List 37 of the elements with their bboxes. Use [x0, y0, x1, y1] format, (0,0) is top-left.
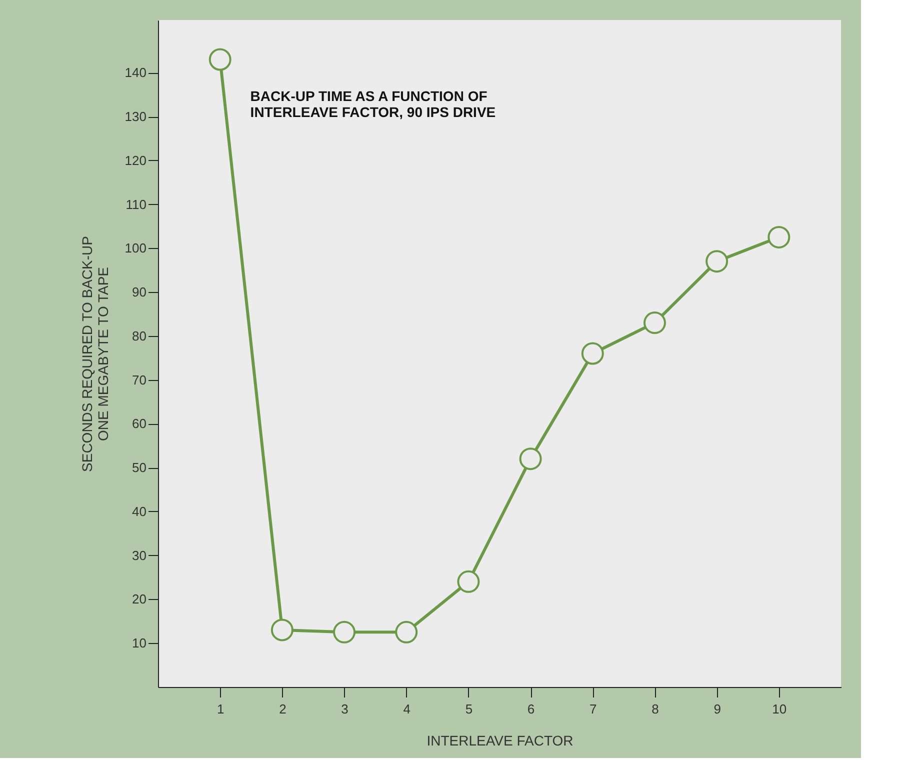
- y-tick-label: 130: [124, 109, 146, 124]
- y-tick-label: 40: [132, 504, 146, 519]
- y-tick-label: 10: [132, 636, 146, 651]
- x-tick-label: 5: [465, 702, 473, 716]
- x-tick-label: 6: [527, 702, 535, 716]
- point: [768, 226, 790, 248]
- y-tick-label: 120: [124, 152, 146, 168]
- x-tick-label: 4: [403, 702, 410, 716]
- y-tick-label: 140: [124, 65, 146, 80]
- point: [270, 618, 294, 642]
- y-tick-label: 60: [132, 416, 146, 432]
- y-tick-label: 110: [126, 196, 146, 212]
- x-tick-label: 7: [590, 702, 597, 716]
- y-tick-label: 20: [132, 592, 146, 607]
- x-tick-label: 8: [652, 702, 659, 716]
- point: [519, 448, 542, 470]
- y-axis-title: SECONDS REQUIRED TO BACK-UP ONE MEGABYTE TO TAPE: [78, 236, 111, 472]
- text: BACK-UP TIME AS A FUNCTION OF INTERLEAVE FACTOR, 90 IPS DRIVE: [250, 88, 496, 120]
- point: [706, 250, 728, 273]
- x-tick-label: 10: [772, 702, 787, 716]
- x-tick-label: 3: [341, 702, 348, 716]
- y-tick-label: 50: [132, 460, 146, 476]
- x-tick-label: 1: [216, 702, 224, 716]
- y-tick-label: 90: [132, 284, 146, 300]
- x-tick-label: 9: [714, 702, 721, 716]
- y-tick-label: 70: [132, 372, 146, 388]
- point: [457, 570, 480, 593]
- point: [643, 312, 666, 334]
- point: [333, 620, 356, 644]
- y-tick-label: 80: [132, 328, 146, 344]
- y-tick-label: 100: [124, 240, 146, 256]
- point: [581, 342, 604, 365]
- point: [395, 620, 418, 644]
- y-tick-label: 30: [132, 548, 146, 563]
- x-axis-title: INTERLEAVE FACTOR: [426, 732, 574, 748]
- point: [208, 48, 232, 71]
- x-tick-label: 2: [279, 702, 286, 716]
